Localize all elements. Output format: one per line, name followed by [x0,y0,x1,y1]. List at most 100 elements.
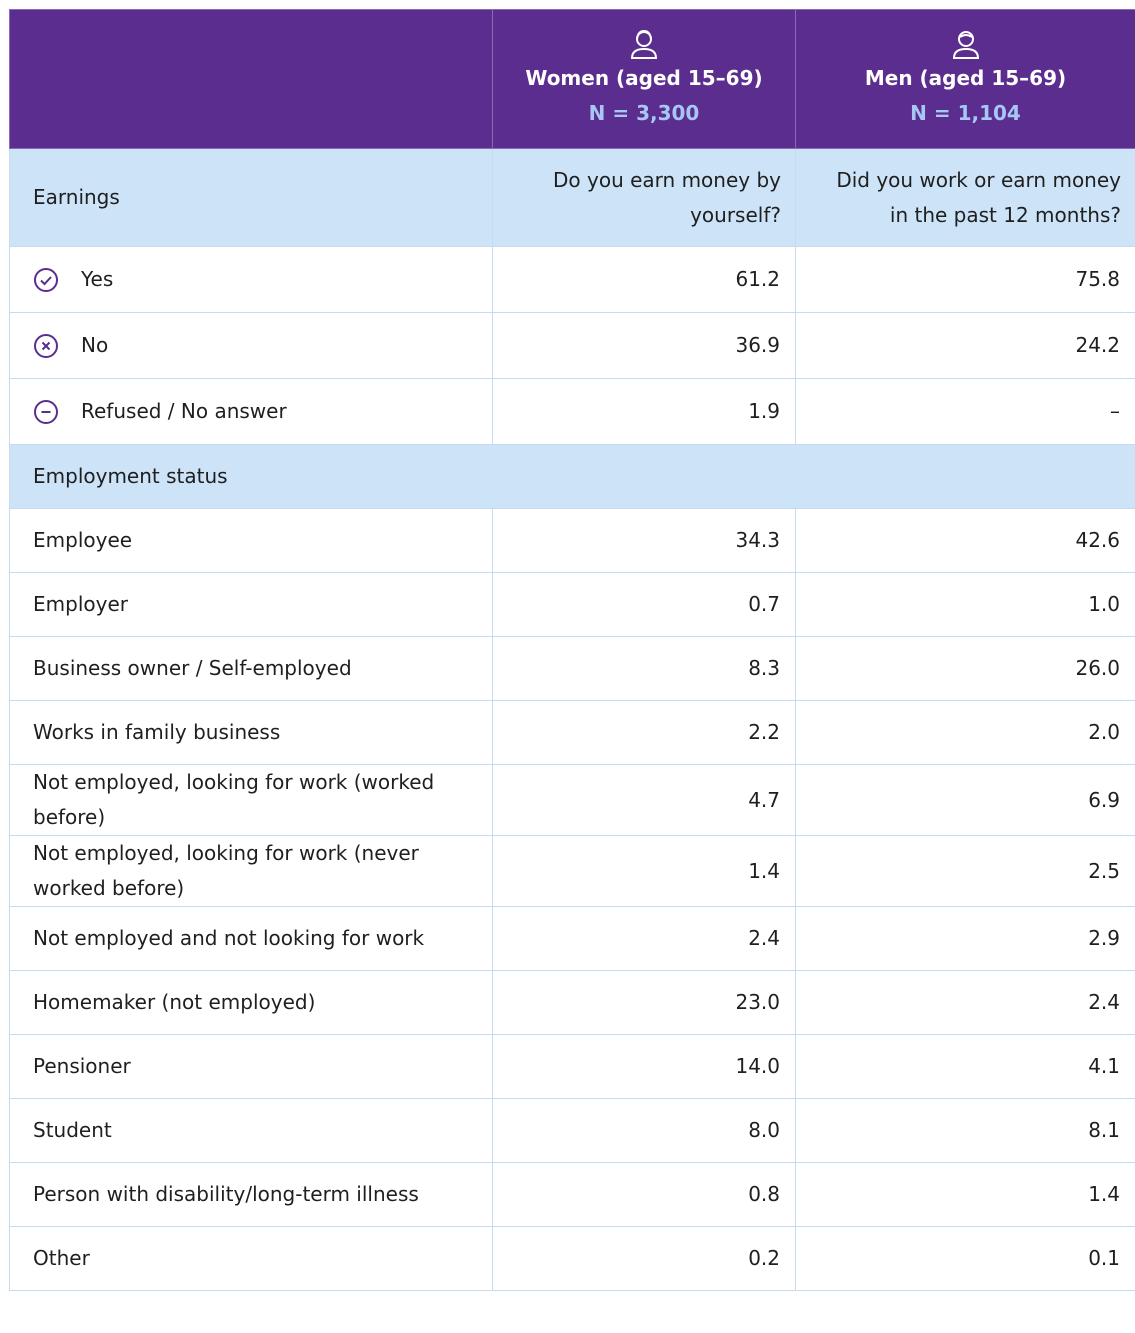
value-cell: 8.1 [795,1098,1135,1163]
row-label: Person with disability/long-term illness [33,1182,419,1206]
value-cell: 4.7 [492,764,796,836]
header-women: Women (aged 15–69) N = 3,300 [492,9,796,149]
section-title: Earnings [9,148,493,247]
answer-icon [34,399,58,424]
row-label: No [81,333,109,357]
value-cell: 14.0 [492,1034,796,1099]
row-label-cell: Other [9,1226,493,1291]
value-cell: 36.9 [492,312,796,379]
data-row: Homemaker (not employed) 23.0 2.4 [9,970,1135,1035]
row-label: Not employed and not looking for work [33,926,425,950]
data-row: Pensioner 14.0 4.1 [9,1034,1135,1099]
row-label-cell: Refused / No answer [9,378,493,445]
header-empty [9,9,493,149]
row-label: Homemaker (not employed) [33,990,316,1014]
row-label-wrap: No [33,328,478,363]
value-cell: 2.4 [492,906,796,971]
woman-icon [630,29,658,59]
row-label-cell: Yes [9,246,493,313]
answer-icon [34,333,58,358]
row-label: Yes [81,267,114,291]
row-label-cell: Employee [9,508,493,573]
header-men: Men (aged 15–69) N = 1,104 [795,9,1135,149]
value-cell: 23.0 [492,970,796,1035]
row-label-cell: Homemaker (not employed) [9,970,493,1035]
column-n: N = 1,104 [910,101,1021,125]
row-label-cell: Not employed, looking for work (never wo… [9,835,493,907]
row-label: Pensioner [33,1054,131,1078]
value-cell: 34.3 [492,508,796,573]
row-label: Not employed, looking for work (worked b… [33,770,435,829]
row-label: Other [33,1246,90,1270]
row-label: Employee [33,528,133,552]
value-cell: 2.0 [795,700,1135,765]
value-cell: 1.0 [795,572,1135,637]
column-label: Men (aged 15–69) [864,66,1067,90]
row-label: Refused / No answer [81,399,287,423]
value-cell: 0.7 [492,572,796,637]
value-cell: 0.8 [492,1162,796,1227]
section-row: Employment status [9,444,1135,509]
row-label: Works in family business [33,720,281,744]
data-row: No 36.9 24.2 [9,312,1135,379]
row-label-cell: No [9,312,493,379]
value-cell: 42.6 [795,508,1135,573]
data-row: Student 8.0 8.1 [9,1098,1135,1163]
data-row: Other 0.2 0.1 [9,1226,1135,1291]
row-label-wrap: Refused / No answer [33,394,478,429]
data-row: Employer 0.7 1.0 [9,572,1135,637]
row-label-wrap: Yes [33,262,478,297]
value-cell: 2.4 [795,970,1135,1035]
column-label: Women (aged 15–69) [525,66,763,90]
value-cell: 26.0 [795,636,1135,701]
value-cell: 8.3 [492,636,796,701]
section-row: Earnings Do you earn money by yourself? Di… [9,148,1135,247]
value-cell: 4.1 [795,1034,1135,1099]
data-row: Person with disability/long-term illness… [9,1162,1135,1227]
row-label-cell: Student [9,1098,493,1163]
column-n: N = 3,300 [588,101,700,125]
data-table: Women (aged 15–69) N = 3,300 Men (aged 1… [9,9,1135,1291]
section-title: Employment status [9,444,1135,509]
value-cell: 2.5 [795,835,1135,907]
value-cell: 1.4 [795,1162,1135,1227]
man-icon [952,31,979,59]
value-cell: – [795,378,1135,445]
value-cell: 8.0 [492,1098,796,1163]
value-cell: 1.4 [492,835,796,907]
row-label-cell: Not employed and not looking for work [9,906,493,971]
table-header: Women (aged 15–69) N = 3,300 Men (aged 1… [9,9,1135,149]
data-row: Not employed, looking for work (worked b… [9,764,1135,836]
value-cell: 75.8 [795,246,1135,313]
value-cell: 0.2 [492,1226,796,1291]
data-row: Yes 61.2 75.8 [9,246,1135,313]
data-row: Not employed and not looking for work 2.4… [9,906,1135,971]
answer-icon [34,267,58,292]
value-cell: 24.2 [795,312,1135,379]
row-label-cell: Business owner / Self-employed [9,636,493,701]
row-label-cell: Works in family business [9,700,493,765]
row-label-cell: Person with disability/long-term illness [9,1162,493,1227]
value-cell: 6.9 [795,764,1135,836]
value-cell: 0.1 [795,1226,1135,1291]
data-row: Business owner / Self-employed 8.3 26.0 [9,636,1135,701]
data-row: Works in family business 2.2 2.0 [9,700,1135,765]
row-label-cell: Employer [9,572,493,637]
value-cell: 2.9 [795,906,1135,971]
row-label-cell: Pensioner [9,1034,493,1099]
row-label: Employer [33,592,128,616]
data-row: Employee 34.3 42.6 [9,508,1135,573]
row-label: Not employed, looking for work (never wo… [33,841,419,900]
value-cell: 61.2 [492,246,796,313]
value-cell: 1.9 [492,378,796,445]
row-label-cell: Not employed, looking for work (worked b… [9,764,493,836]
data-row: Refused / No answer 1.9– [9,378,1135,445]
question: Did you work or earn money in the past 1… [795,148,1135,247]
table-body: Earnings Do you earn money by yourself? Di… [9,148,1135,1291]
row-label: Student [33,1118,112,1142]
value-cell: 2.2 [492,700,796,765]
question: Do you earn money by yourself? [492,148,796,247]
data-row: Not employed, looking for work (never wo… [9,835,1135,907]
row-label: Business owner / Self-employed [33,656,352,680]
